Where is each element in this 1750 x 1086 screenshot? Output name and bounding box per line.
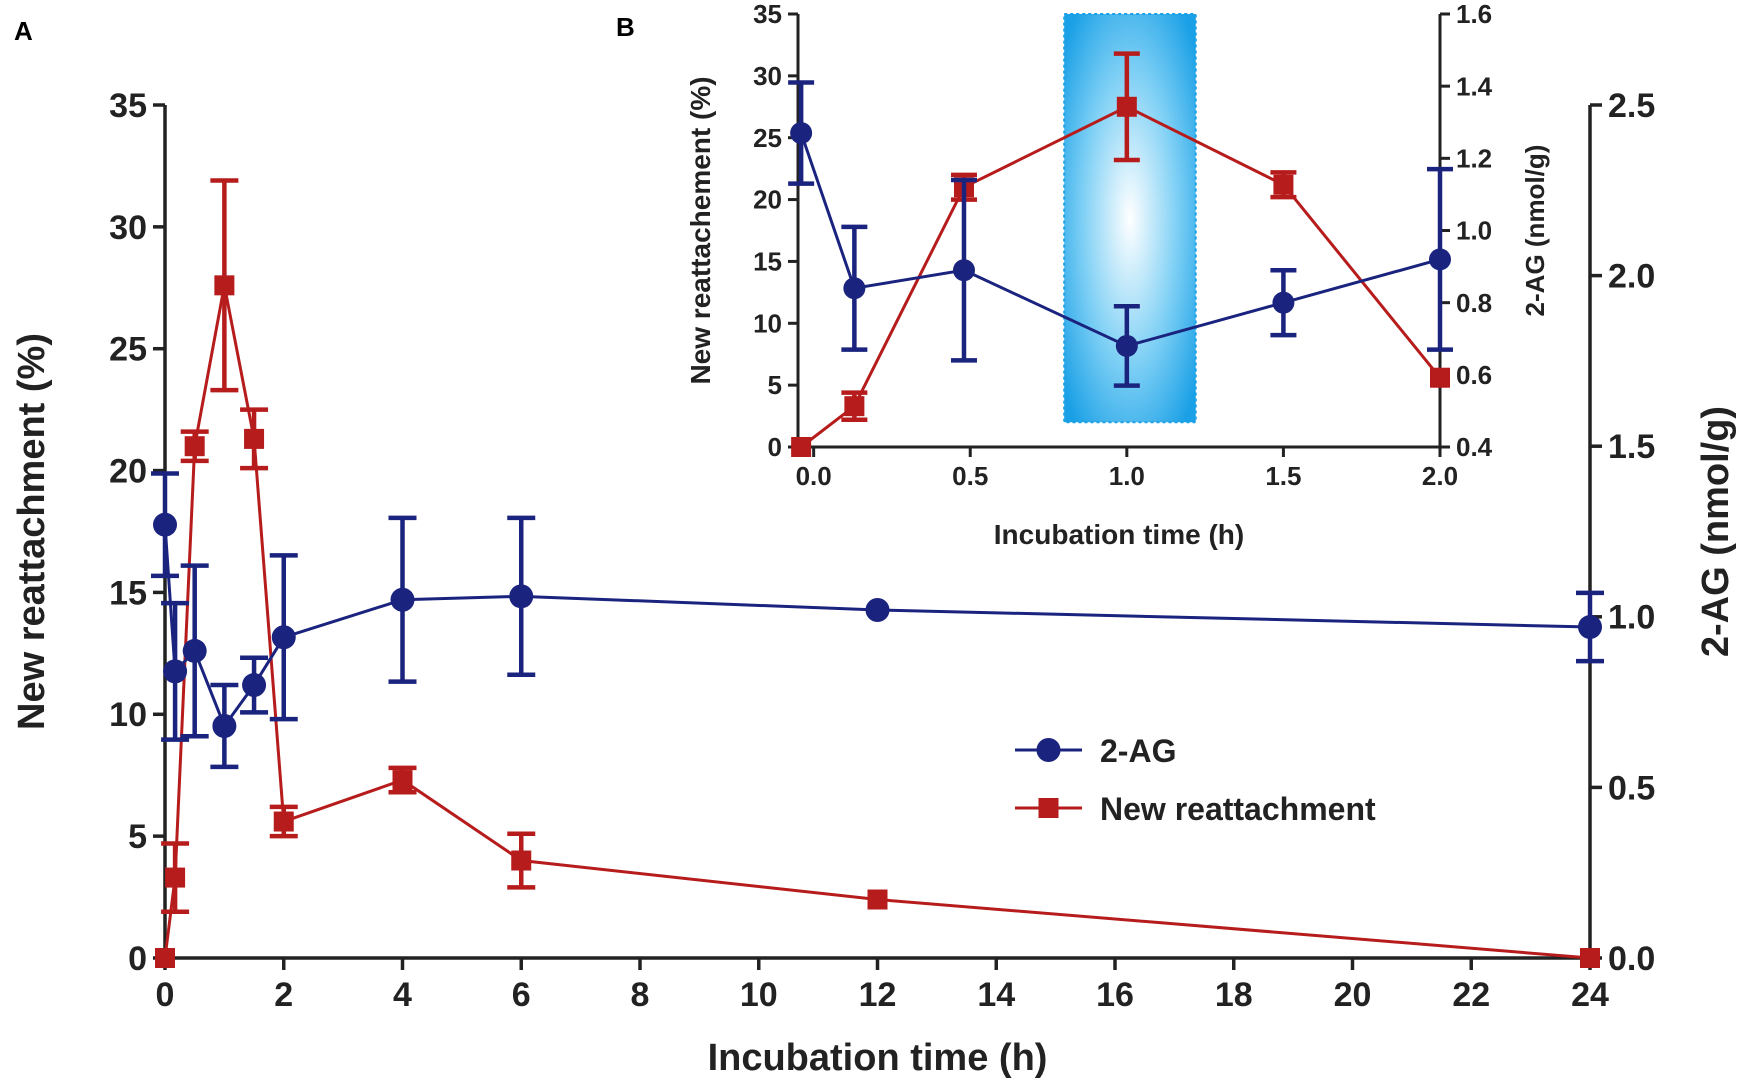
data-point-ag: [1115, 334, 1138, 357]
x-tick-label: 22: [1452, 976, 1490, 1014]
x-tick-label: 0: [156, 976, 175, 1014]
x-tick-label: 2: [274, 976, 293, 1014]
data-point-reattach: [1580, 948, 1600, 968]
right-y-tick-label: 1.5: [1608, 428, 1655, 466]
x-tick-label: 14: [977, 976, 1015, 1014]
data-point-ag: [843, 277, 866, 300]
left-y-tick-label: 10: [109, 696, 147, 734]
left-y-tick-label: 15: [109, 574, 147, 612]
highlight-band: [1063, 13, 1197, 424]
x-tick-label: 1.5: [1265, 461, 1301, 491]
left-y-tick-label: 0: [768, 432, 782, 462]
data-point-reattach: [791, 437, 812, 457]
left-y-tick-label: 30: [753, 61, 782, 91]
x-tick-label: 2.0: [1422, 461, 1458, 491]
right-y-tick-label: 2.5: [1608, 87, 1655, 125]
panel-a-label: A: [14, 16, 33, 46]
data-point-ag: [1578, 615, 1602, 640]
right-y-tick-label: 0.6: [1456, 360, 1492, 390]
left-y-tick-label: 5: [768, 370, 782, 400]
data-point-reattach: [244, 428, 265, 449]
data-point-reattach: [511, 850, 532, 871]
left-y-tick-label: 35: [109, 87, 147, 125]
right-y-axis-title: 2-AG (nmol/g): [1695, 406, 1737, 657]
data-point-ag: [163, 659, 188, 684]
data-point-ag: [790, 122, 813, 145]
data-point-ag: [212, 713, 237, 738]
data-point-ag: [242, 673, 267, 698]
left-y-tick-label: 20: [753, 185, 782, 215]
x-tick-label: 24: [1571, 976, 1609, 1014]
x-tick-label: 18: [1215, 976, 1253, 1014]
data-point-reattach: [273, 811, 294, 832]
right-y-tick-label: 0.5: [1608, 769, 1655, 807]
x-tick-label: 0.0: [796, 461, 832, 491]
x-tick-label: 10: [740, 976, 778, 1014]
left-y-tick-label: 0: [128, 940, 147, 978]
data-point-ag: [182, 638, 207, 663]
data-point-reattach: [392, 770, 413, 791]
legend-2ag-marker: [1036, 738, 1061, 762]
left-y-tick-label: 30: [109, 209, 147, 247]
data-point-reattach: [155, 948, 175, 968]
x-tick-label: 16: [1096, 976, 1134, 1014]
panel-b-label: B: [616, 12, 635, 42]
right-y-axis-title: 2-AG (nmol/g): [1520, 145, 1550, 317]
left-y-tick-label: 20: [109, 452, 147, 490]
legend-reattachment-marker: [1038, 798, 1059, 818]
left-y-tick-label: 25: [109, 331, 147, 369]
x-axis-title: Incubation time (h): [994, 519, 1244, 550]
right-y-tick-label: 1.0: [1608, 599, 1655, 637]
data-point-ag: [1429, 248, 1451, 271]
inset-chart: 0 5 10 15 20 25 30 35 0.4 0.6 0.8 1.0 1.2 1.4 1.6 0.0 0.…: [685, 0, 1550, 550]
data-point-reattach: [1430, 367, 1450, 388]
data-point-ag: [1272, 291, 1295, 314]
data-point-ag: [509, 584, 534, 609]
left-y-tick-label: 25: [753, 123, 782, 153]
legend-2ag-label: 2-AG: [1100, 733, 1176, 769]
x-tick-label: 0.5: [952, 461, 988, 491]
data-point-reattach: [165, 867, 186, 888]
right-y-tick-label: 1.0: [1456, 216, 1492, 246]
x-tick-label: 8: [631, 976, 650, 1014]
legend: 2-AG New reattachment: [1015, 733, 1376, 827]
left-y-axis-title: New reattachement (%): [685, 76, 716, 384]
left-y-tick-label: 15: [753, 247, 782, 277]
data-point-reattach: [867, 889, 888, 910]
data-point-reattach: [844, 396, 865, 417]
data-point-reattach: [214, 275, 235, 296]
left-y-tick-label: 5: [128, 818, 147, 856]
right-y-tick-label: 0.8: [1456, 288, 1492, 318]
right-y-tick-label: 1.4: [1456, 71, 1493, 101]
data-point-reattach: [184, 436, 205, 457]
x-axis-title: Incubation time (h): [708, 1037, 1048, 1079]
x-tick-label: 1.0: [1109, 461, 1145, 491]
data-point-reattach: [1273, 174, 1294, 195]
right-y-tick-label: 0.4: [1456, 432, 1493, 462]
x-tick-label: 12: [859, 976, 897, 1014]
series-line-ag: [163, 524, 1591, 730]
right-y-tick-label: 1.6: [1456, 0, 1492, 29]
right-y-tick-label: 1.2: [1456, 143, 1492, 173]
data-point-ag: [865, 597, 890, 622]
data-point-ag: [271, 625, 296, 650]
x-tick-label: 6: [512, 976, 531, 1014]
left-y-tick-label: 10: [753, 308, 782, 338]
right-y-tick-label: 2.0: [1608, 258, 1655, 296]
left-y-tick-label: 35: [753, 0, 782, 29]
x-tick-label: 4: [393, 976, 412, 1014]
data-point-ag: [390, 587, 415, 612]
series-line-ag: [799, 132, 1441, 348]
data-point-ag: [153, 512, 177, 537]
data-point-reattach: [1116, 96, 1137, 117]
data-point-ag: [952, 259, 975, 282]
left-y-axis-title: New reattachment (%): [11, 333, 53, 730]
x-tick-label: 20: [1334, 976, 1372, 1014]
right-y-tick-label: 0.0: [1608, 940, 1655, 978]
legend-reattachment-label: New reattachment: [1100, 791, 1376, 827]
